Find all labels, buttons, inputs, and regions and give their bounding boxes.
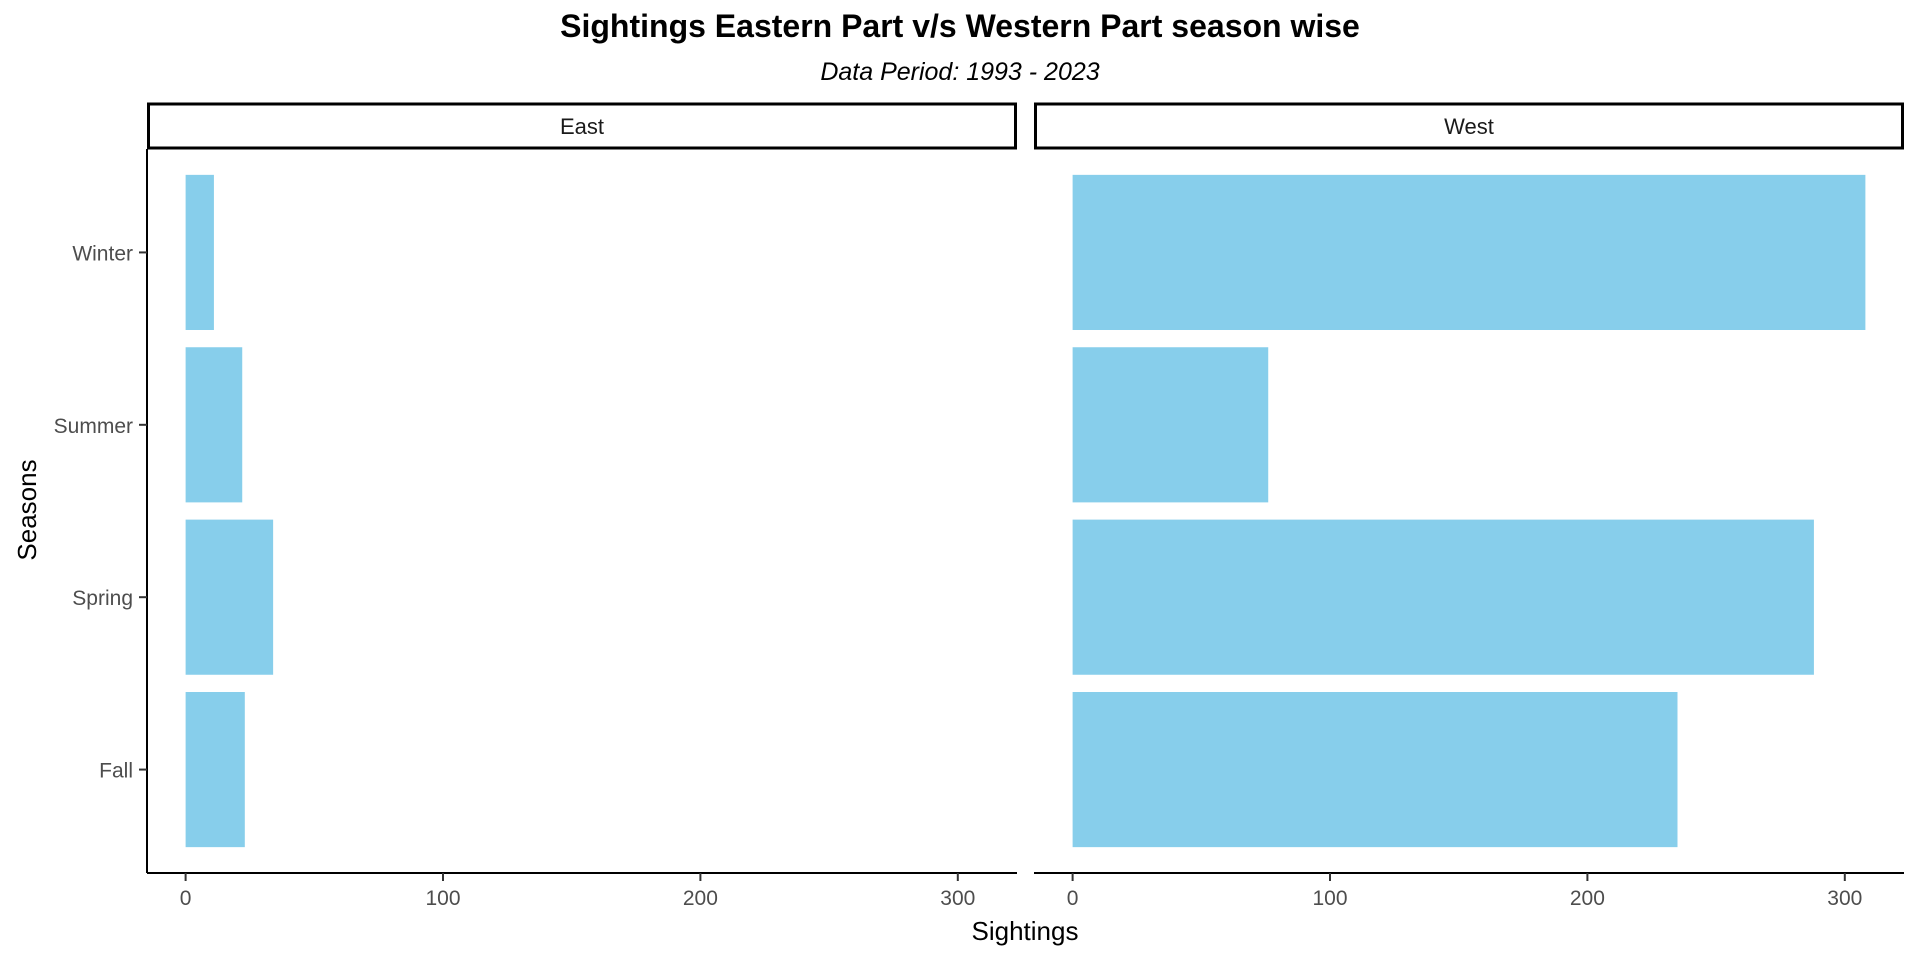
chart-title: Sightings Eastern Part v/s Western Part … [560,8,1360,44]
facet-panels: East 0 100 200 300 West 0 100 200 300 Winter Summer… [54,102,1904,910]
x-tick-label: 200 [683,887,718,910]
facet-strip-east [147,102,1017,150]
y-tick-label-summer: Summer [54,415,133,438]
bar-east-fall [185,692,245,848]
bar-east-winter [185,174,214,330]
bar-west-spring [1072,519,1814,675]
y-tick-label-spring: Spring [72,587,133,610]
bar-east-summer [185,347,243,503]
x-tick-label: 100 [425,887,460,910]
x-tick-label: 100 [1312,887,1347,910]
bar-west-summer [1072,347,1269,503]
x-tick-label: 0 [180,887,192,910]
facet-label-west: West [1444,114,1494,139]
bar-west-fall [1072,692,1678,848]
y-axis-label: Seasons [12,459,42,560]
x-tick-label: 200 [1570,887,1605,910]
chart-subtitle: Data Period: 1993 - 2023 [820,58,1100,86]
facet-strip-west [1034,102,1904,150]
x-tick-label: 300 [1827,887,1862,910]
bar-east-spring [185,519,274,675]
y-tick-label-fall: Fall [99,760,133,783]
x-tick-label: 300 [940,887,975,910]
x-tick-label: 0 [1067,887,1079,910]
facet-label-east: East [560,114,604,139]
y-tick-label-winter: Winter [72,242,133,265]
x-axis-label: Sightings [972,916,1079,946]
bar-west-winter [1072,174,1866,330]
